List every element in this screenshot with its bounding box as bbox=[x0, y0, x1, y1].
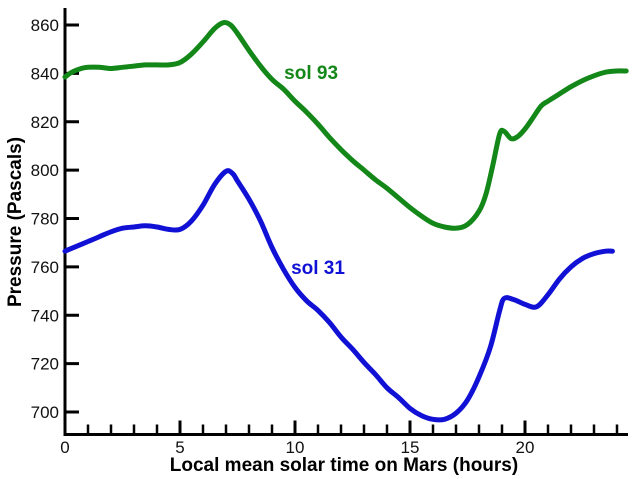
series-line-sol-93 bbox=[62, 19, 629, 231]
y-tick-label: 780 bbox=[31, 210, 59, 229]
x-tick-label: 15 bbox=[401, 438, 420, 457]
x-tick-label: 20 bbox=[516, 438, 535, 457]
y-tick-label: 700 bbox=[31, 403, 59, 422]
x-axis-title: Local mean solar time on Mars (hours) bbox=[170, 455, 518, 476]
series-label-sol-93: sol 93 bbox=[284, 63, 338, 84]
x-tick-label: 0 bbox=[60, 438, 69, 457]
series-line-sol-31 bbox=[62, 168, 615, 423]
y-tick-label: 820 bbox=[31, 113, 59, 132]
y-tick-label: 860 bbox=[31, 16, 59, 35]
y-axis-title: Pressure (Pascals) bbox=[5, 137, 26, 307]
y-tick-label: 720 bbox=[31, 355, 59, 374]
y-tick-label: 740 bbox=[31, 306, 59, 325]
x-tick-label: 10 bbox=[286, 438, 305, 457]
series-label-sol-31: sol 31 bbox=[291, 258, 345, 279]
y-tick-label: 800 bbox=[31, 161, 59, 180]
y-tick-label: 840 bbox=[31, 64, 59, 83]
series-layer: sol 93 sol 31 bbox=[62, 19, 629, 423]
x-tick-label: 5 bbox=[175, 438, 184, 457]
y-tick-label: 760 bbox=[31, 258, 59, 277]
